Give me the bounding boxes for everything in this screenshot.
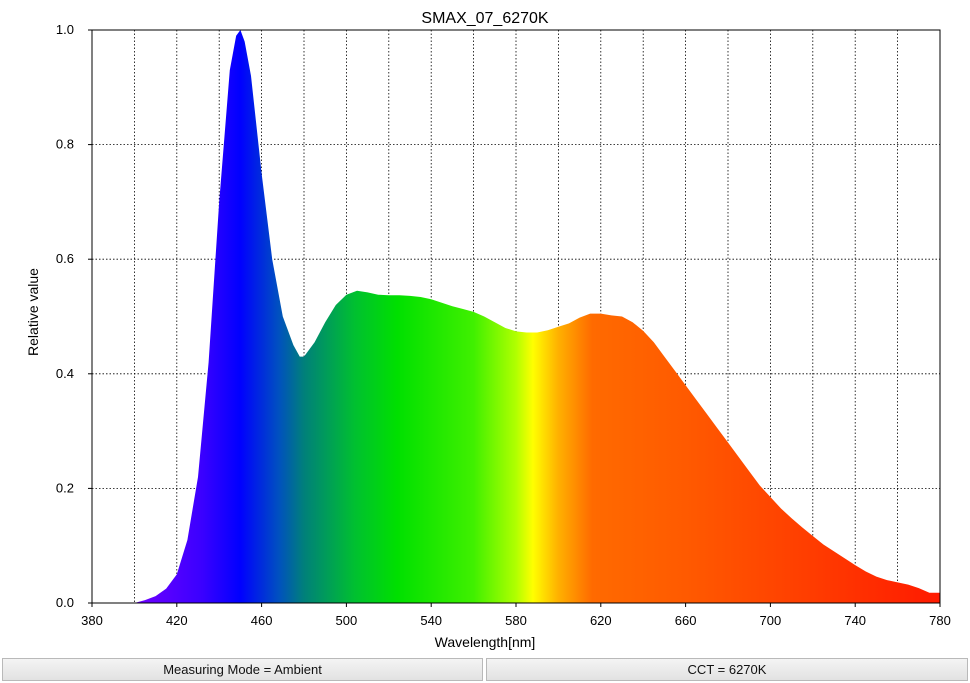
- x-tick-label: 500: [336, 613, 358, 628]
- measuring-mode-box: Measuring Mode = Ambient: [2, 658, 483, 681]
- y-tick-label: 1.0: [56, 22, 74, 37]
- chart-title: SMAX_07_6270K: [421, 10, 549, 27]
- y-tick-label: 0.8: [56, 137, 74, 152]
- x-tick-label: 780: [929, 613, 951, 628]
- x-tick-label: 420: [166, 613, 188, 628]
- cct-box: CCT = 6270K: [486, 658, 968, 681]
- y-axis-label: Relative value: [25, 268, 41, 356]
- y-axis-ticks: 0.0 0.2 0.4 0.6 0.8 1.0: [56, 22, 92, 610]
- x-tick-label: 580: [505, 613, 527, 628]
- measuring-mode-label: Measuring Mode = Ambient: [163, 662, 322, 677]
- x-tick-label: 460: [251, 613, 273, 628]
- x-tick-label: 740: [844, 613, 866, 628]
- spectrum-chart: SMAX_07_6270K 380 420 460 500 540 580 620 660 70…: [25, 10, 951, 650]
- x-axis-ticks: 380 420 460 500 540 580 620 660 700 740 780: [81, 603, 951, 628]
- y-tick-label: 0.4: [56, 366, 74, 381]
- y-tick-label: 0.0: [56, 595, 74, 610]
- x-tick-label: 620: [590, 613, 612, 628]
- x-tick-label: 540: [420, 613, 442, 628]
- y-tick-label: 0.2: [56, 480, 74, 495]
- y-tick-label: 0.6: [56, 251, 74, 266]
- cct-label: CCT = 6270K: [687, 662, 767, 677]
- spectrum-area: [92, 30, 940, 603]
- x-tick-label: 660: [675, 613, 697, 628]
- x-tick-label: 700: [760, 613, 782, 628]
- x-tick-label: 380: [81, 613, 103, 628]
- x-axis-label: Wavelength[nm]: [435, 634, 536, 650]
